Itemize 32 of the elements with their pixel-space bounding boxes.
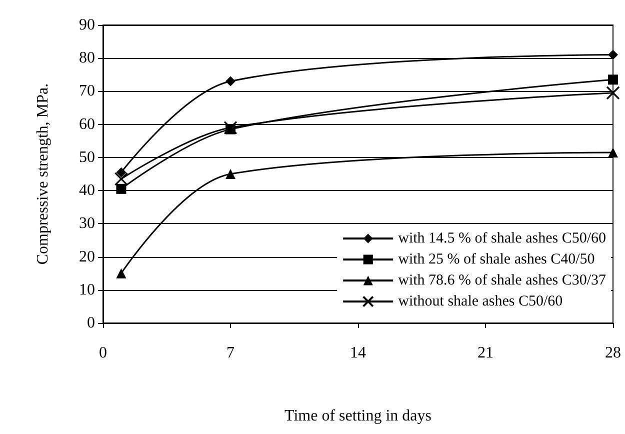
- x-tick-label: 7: [226, 344, 234, 362]
- y-tick-label: 0: [87, 314, 95, 332]
- legend-label: without shale ashes C50/60: [398, 294, 563, 310]
- y-tick-label: 40: [79, 182, 95, 200]
- legend-label: with 78.6 % of shale ashes C30/37: [398, 272, 606, 288]
- point: [116, 167, 126, 178]
- y-tick-label: 90: [79, 16, 95, 34]
- legend-label: with 25 % of shale ashes C40/50: [398, 252, 595, 268]
- y-tick-label: 80: [79, 50, 95, 67]
- y-tick-label: 60: [79, 116, 95, 133]
- point: [116, 184, 126, 194]
- point: [608, 50, 618, 60]
- x-tick-label: 14: [350, 344, 366, 362]
- point: [226, 76, 236, 86]
- point: [608, 74, 618, 85]
- x-axis-title: Time of setting in days: [284, 408, 432, 424]
- x-tick-label: 28: [605, 344, 621, 362]
- y-tick-label: 50: [79, 148, 95, 166]
- x-tick-label: 21: [478, 344, 494, 362]
- point: [224, 120, 238, 134]
- y-tick-label: 20: [79, 248, 95, 266]
- point: [608, 147, 618, 158]
- point: [226, 169, 236, 179]
- point: [114, 172, 128, 186]
- y-tick-label: 10: [79, 281, 95, 298]
- y-tick-label: 30: [79, 215, 95, 232]
- point: [116, 268, 126, 278]
- y-axis-title: Compressive strength, MPa.: [34, 83, 52, 265]
- x-tick-label: 0: [99, 344, 107, 362]
- point: [606, 86, 620, 100]
- y-tick-label: 70: [79, 82, 95, 100]
- legend-label: with 14.5 % of shale ashes C50/60: [398, 230, 606, 246]
